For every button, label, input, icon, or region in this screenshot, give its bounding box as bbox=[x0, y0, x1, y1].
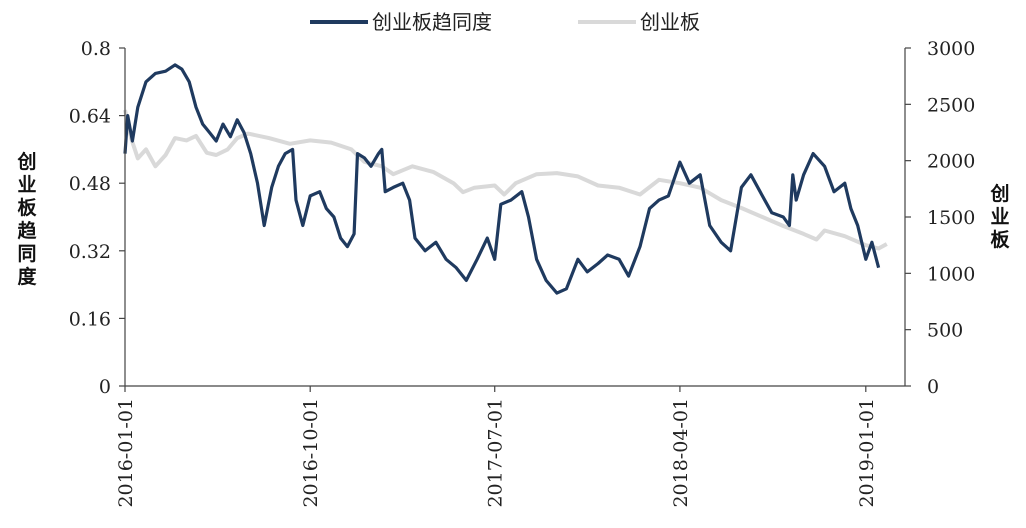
x-tick-label: 2016-01-01 bbox=[115, 398, 137, 508]
legend: 创业板趋同度 创业板 bbox=[310, 10, 700, 34]
plot-area bbox=[123, 63, 888, 295]
x-tick-label: 2017-07-01 bbox=[485, 398, 507, 508]
right-tick-label: 3000 bbox=[927, 38, 975, 60]
left-tick-label: 0.48 bbox=[69, 173, 111, 195]
left-axis-title: 创业板趋同度 bbox=[16, 150, 37, 288]
legend-label-chinext: 创业板 bbox=[640, 10, 700, 34]
x-tick-label: 2016-10-01 bbox=[300, 398, 322, 508]
left-tick-label: 0.16 bbox=[69, 308, 111, 330]
series-line-convergence bbox=[123, 63, 881, 295]
right-tick-label: 1000 bbox=[927, 263, 975, 285]
x-tick-label: 2019-01-01 bbox=[856, 398, 878, 508]
left-axis-title-text: 创业板趋同度 bbox=[16, 150, 37, 288]
left-tick-label: 0.32 bbox=[69, 241, 111, 263]
right-tick-label: 1500 bbox=[927, 207, 975, 229]
right-tick-label: 2000 bbox=[927, 151, 975, 173]
left-tick-label: 0 bbox=[99, 376, 111, 398]
right-axis-title-text: 创业板 bbox=[989, 182, 1010, 251]
left-axis-ticks: 0 0.16 0.32 0.48 0.64 0.8 bbox=[69, 38, 125, 398]
left-tick-label: 0.8 bbox=[81, 38, 111, 60]
right-tick-label: 0 bbox=[927, 376, 939, 398]
right-axis-ticks: 0 500 1000 1500 2000 2500 3000 bbox=[905, 38, 975, 398]
x-axis-ticks: 2016-01-01 2016-10-01 2017-07-01 2018-04-01… bbox=[115, 386, 878, 508]
series-line-chinext bbox=[123, 109, 888, 251]
x-tick-label: 2018-04-01 bbox=[670, 398, 692, 508]
right-tick-label: 2500 bbox=[927, 94, 975, 116]
left-tick-label: 0.64 bbox=[69, 106, 111, 128]
right-tick-label: 500 bbox=[927, 320, 963, 342]
legend-label-convergence: 创业板趋同度 bbox=[372, 10, 492, 34]
right-axis-title: 创业板 bbox=[989, 182, 1010, 251]
